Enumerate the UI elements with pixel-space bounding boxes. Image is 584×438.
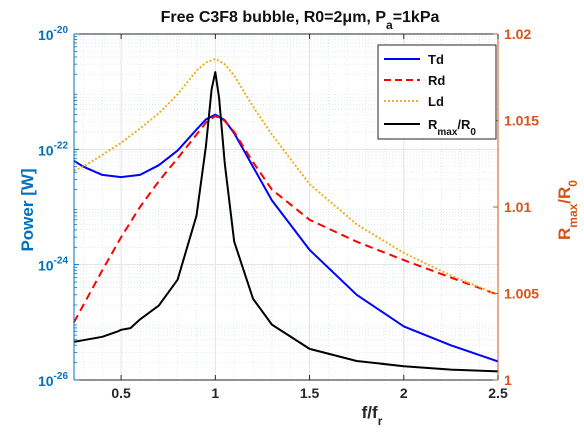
y-tick-label-left: 10-20 <box>38 25 68 43</box>
y-tick-label-left: 10-22 <box>38 140 68 158</box>
x-tick-label: 2.5 <box>488 385 508 401</box>
y-tick-label-right: 1.005 <box>504 286 539 302</box>
x-tick-label: 2 <box>400 385 408 401</box>
tick-labels: 0.5 1 1.5 2 2.5 10-26 10-24 10-22 10-20 1 1.005 1.0… <box>38 25 539 401</box>
legend-label-rd: Rd <box>428 73 445 88</box>
y-tick-label-right: 1.015 <box>504 113 539 129</box>
y-tick-label-right: 1.01 <box>504 199 531 215</box>
x-tick-label: 0.5 <box>111 385 131 401</box>
axes <box>73 33 499 381</box>
series-line-td <box>73 113 499 363</box>
y-tick-label-right: 1.02 <box>504 26 531 42</box>
x-tick-label: 1 <box>211 385 219 401</box>
series-lines <box>73 57 499 373</box>
legend: Td Rd Ld Rmax/R0 <box>377 44 497 140</box>
series-line-r-max-r-0 <box>73 71 499 373</box>
x-axis-label: f/fr <box>362 403 383 428</box>
y-tick-label-right: 1 <box>504 372 512 388</box>
y-tick-label-left: 10-26 <box>38 371 68 389</box>
series-line-rd <box>73 114 499 323</box>
legend-label-ld: Ld <box>428 94 444 109</box>
legend-label-td: Td <box>428 52 444 67</box>
y-tick-label-left: 10-24 <box>38 256 68 274</box>
chart-title: Free C3F8 bubble, R0=2μm, Pa=1kPa <box>161 9 440 32</box>
y-axis-label-right: Rmax/R0 <box>555 180 580 240</box>
x-tick-label: 1.5 <box>300 385 320 401</box>
y-axis-label-left: Power [W] <box>18 168 37 251</box>
